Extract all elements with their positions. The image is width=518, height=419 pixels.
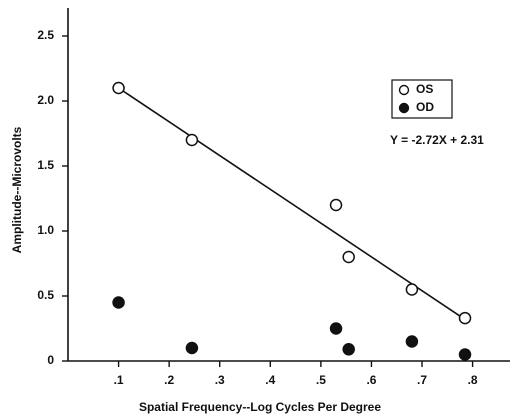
y-tick-label: 0 [47, 353, 54, 367]
point [458, 311, 472, 325]
point [405, 335, 419, 348]
legend-label: OS [416, 82, 433, 96]
x-tick-label: .6 [366, 373, 376, 387]
x-tick-label: .5 [316, 373, 326, 387]
y-tick-label: 2.5 [37, 28, 54, 42]
legend-box [391, 79, 453, 119]
point [112, 296, 125, 309]
x-tick-label: .2 [164, 373, 174, 387]
x-axis-label: Spatial Frequency--Log Cycles Per Degree [139, 400, 381, 414]
point [329, 322, 343, 335]
x-tick-label: .4 [265, 373, 275, 387]
point [185, 133, 199, 147]
point [342, 250, 355, 264]
fit-line [118, 87, 466, 321]
legend-label: OD [416, 100, 434, 114]
legend-marker [398, 102, 410, 114]
legend-marker [398, 84, 410, 96]
y-tick-label: 0.5 [37, 288, 54, 302]
x-tick-label: .7 [417, 373, 427, 387]
point [185, 341, 199, 355]
x-tick-label: .1 [114, 373, 124, 387]
y-tick-label: 1.0 [37, 223, 54, 237]
y-tick-label: 2.0 [37, 93, 54, 107]
x-tick-label: .3 [215, 373, 225, 387]
point [342, 343, 355, 356]
y-axis-label: Amplitude--Microvolts [10, 126, 24, 253]
point [329, 198, 343, 212]
annotation: Y = -2.72X + 2.31 [390, 133, 484, 147]
point [405, 283, 419, 296]
point [458, 348, 472, 361]
point [112, 81, 125, 95]
x-tick-label: .8 [468, 373, 478, 387]
y-tick-label: 1.5 [37, 158, 54, 172]
